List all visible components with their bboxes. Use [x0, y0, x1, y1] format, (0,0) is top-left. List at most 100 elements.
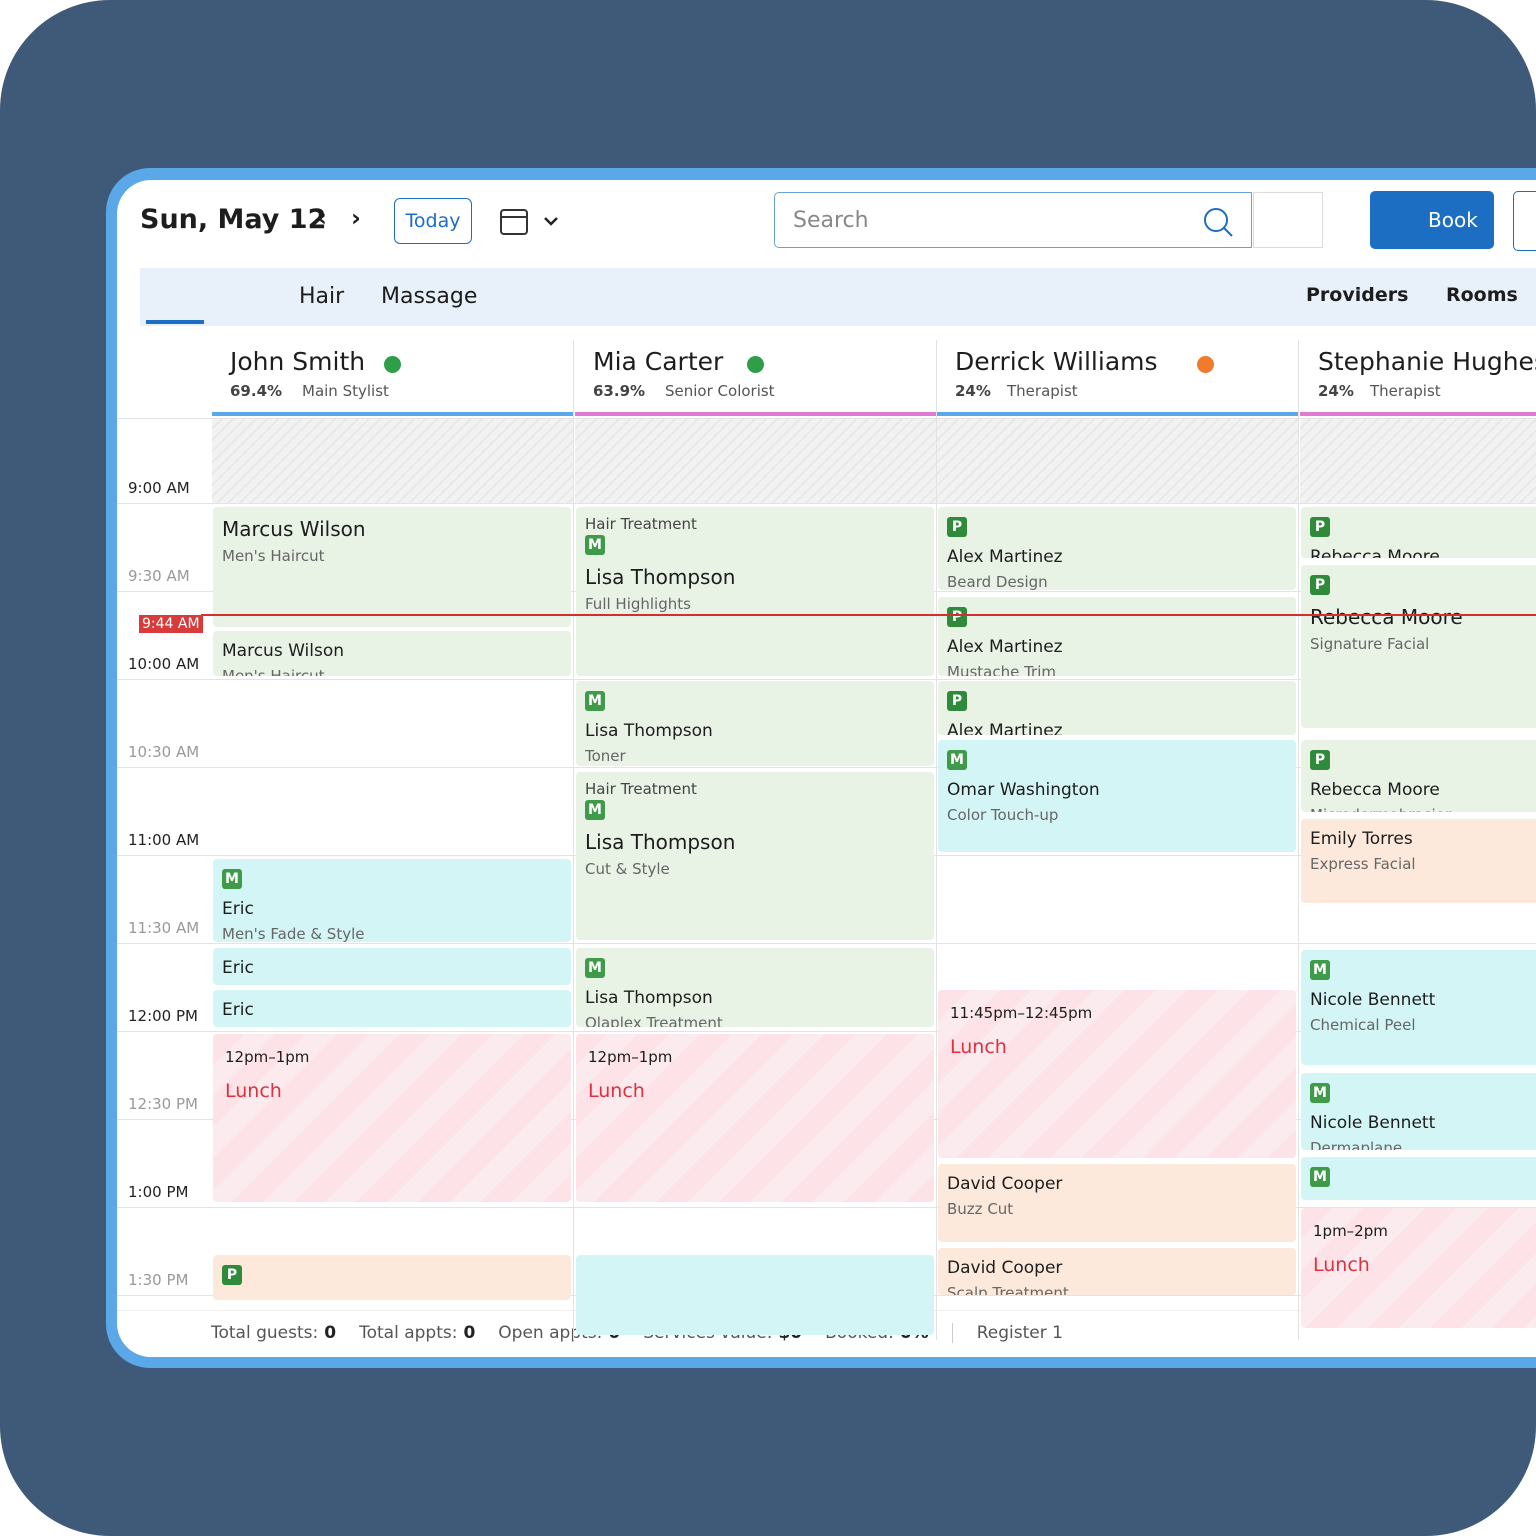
- more-button[interactable]: [1513, 191, 1536, 251]
- badge: M: [1310, 960, 1330, 980]
- time-label: 10:30 AM: [128, 743, 200, 761]
- provider-pct: 24%: [955, 382, 991, 400]
- filter-dropdown[interactable]: Providers: [1306, 284, 1409, 306]
- grid-line: [117, 418, 1536, 419]
- appointment[interactable]: M Omar Washington Color Touch-up: [938, 740, 1296, 852]
- grid-line: [117, 767, 1536, 768]
- appointment[interactable]: P: [213, 1255, 571, 1300]
- appointment[interactable]: Hair Treatment M Lisa Thompson Full Highlig…: [576, 507, 934, 676]
- tab-bar: [140, 268, 1536, 326]
- filter-dropdown[interactable]: Rooms: [1446, 284, 1518, 306]
- search-box[interactable]: Search: [774, 192, 1252, 248]
- column-divider: [1298, 340, 1299, 1340]
- appointment[interactable]: David Cooper Buzz Cut: [938, 1164, 1296, 1242]
- stat: Total appts: 0: [359, 1323, 475, 1343]
- client-name: Eric: [222, 1000, 254, 1020]
- service-name: Full Highlights: [585, 595, 691, 613]
- client-name: David Cooper: [947, 1258, 1063, 1278]
- grid-line: [117, 1031, 1536, 1032]
- provider-pct: 69.4%: [230, 382, 283, 400]
- service-name: Buzz Cut: [947, 1200, 1014, 1218]
- appointment[interactable]: M: [1301, 1157, 1536, 1200]
- client-name: Eric: [222, 899, 254, 919]
- appointment[interactable]: M Lisa Thompson Olaplex Treatment: [576, 948, 934, 1027]
- appointment[interactable]: P Rebecca Moore Signature Facial: [1301, 565, 1536, 728]
- grid-line: [117, 503, 1536, 504]
- unavailable: [1300, 419, 1536, 503]
- client-name: David Cooper: [947, 1174, 1063, 1194]
- badge: M: [585, 691, 605, 711]
- tab[interactable]: Hair: [299, 284, 345, 309]
- appointment[interactable]: Hair Treatment M Lisa Thompson Cut & Style: [576, 772, 934, 940]
- badge: P: [222, 1265, 242, 1285]
- badge: M: [585, 800, 605, 820]
- search-placeholder: Search: [793, 208, 869, 233]
- badge: M: [1310, 1167, 1330, 1187]
- column-underline: [212, 412, 573, 416]
- stat-value: 0: [324, 1323, 337, 1343]
- lunch-time: 12pm–1pm: [588, 1048, 673, 1066]
- app: Sun, May 12 ‹ › Today Search Book Total …: [117, 180, 1536, 1357]
- client-name: Alex Martinez: [947, 721, 1063, 735]
- service-name: Signature Facial: [1310, 635, 1430, 653]
- badge: P: [1310, 750, 1330, 770]
- stat: Total guests: 0: [211, 1323, 336, 1343]
- provider-name: Derrick Williams: [955, 347, 1158, 376]
- lunch-label: Lunch: [950, 1036, 1007, 1058]
- service-name: Chemical Peel: [1310, 1016, 1416, 1034]
- appointment[interactable]: [576, 1255, 934, 1335]
- badge: M: [585, 958, 605, 978]
- appointment[interactable]: P Rebecca Moore: [1301, 507, 1536, 558]
- appointment[interactable]: M Lisa Thompson Toner: [576, 681, 934, 766]
- appointment[interactable]: P Alex Martinez Mustache Trim: [938, 597, 1296, 676]
- appointment[interactable]: M Nicole Bennett Chemical Peel: [1301, 950, 1536, 1065]
- appointment[interactable]: Marcus Wilson Men's Haircut: [213, 507, 571, 627]
- stat-label: Total guests:: [211, 1323, 319, 1343]
- provider-name: Mia Carter: [593, 347, 724, 376]
- calendar-picker[interactable]: [499, 206, 565, 236]
- appointment[interactable]: Eric: [213, 948, 571, 985]
- book-button[interactable]: Book: [1370, 191, 1494, 249]
- client-name: Emily Torres: [1310, 829, 1413, 849]
- appointment[interactable]: Marcus Wilson Men's Haircut: [213, 631, 571, 676]
- lunch-time: 12pm–1pm: [225, 1048, 310, 1066]
- badge: M: [585, 535, 605, 555]
- time-label: 11:30 AM: [128, 919, 200, 937]
- prev-day[interactable]: ‹: [317, 204, 327, 232]
- time-label: 12:30 PM: [128, 1095, 198, 1113]
- lunch-label: Lunch: [225, 1080, 282, 1102]
- appointment[interactable]: M Nicole Bennett Dermaplane: [1301, 1073, 1536, 1150]
- grid-line: [117, 679, 1536, 680]
- appointment[interactable]: Eric: [213, 990, 571, 1027]
- provider-role: Main Stylist: [302, 382, 389, 400]
- today-button[interactable]: Today: [394, 198, 472, 244]
- provider-pct: 24%: [1318, 382, 1354, 400]
- status-dot: [1196, 356, 1214, 373]
- appointment[interactable]: M Eric Men's Fade & Style: [213, 859, 571, 942]
- client-name: Alex Martinez: [947, 637, 1063, 657]
- client-name: Lisa Thompson: [585, 988, 713, 1008]
- client-name: Eric: [222, 958, 254, 978]
- appointment[interactable]: P Rebecca Moore Microdermabrasion: [1301, 740, 1536, 812]
- column-underline: [575, 412, 936, 416]
- next-day[interactable]: ›: [351, 204, 361, 232]
- service-name: Scalp Treatment: [947, 1284, 1069, 1295]
- service-category: Hair Treatment: [585, 515, 697, 533]
- appointment[interactable]: P Alex Martinez: [938, 681, 1296, 735]
- appointment[interactable]: Emily Torres Express Facial: [1301, 819, 1536, 903]
- column-divider: [936, 340, 937, 1340]
- appointment[interactable]: P Alex Martinez Beard Design: [938, 507, 1296, 590]
- add-client[interactable]: [1253, 192, 1323, 248]
- search-icon[interactable]: [1202, 206, 1234, 238]
- provider-pct: 63.9%: [593, 382, 646, 400]
- service-name: Men's Fade & Style: [222, 925, 365, 942]
- appointment[interactable]: David Cooper Scalp Treatment: [938, 1248, 1296, 1295]
- tab[interactable]: Massage: [381, 284, 478, 309]
- column-divider: [573, 340, 574, 1340]
- badge: P: [1310, 517, 1330, 537]
- service-name: Beard Design: [947, 573, 1048, 590]
- service-name: Men's Haircut: [222, 667, 325, 676]
- provider-role: Therapist: [1370, 382, 1441, 400]
- provider-name: John Smith: [230, 347, 366, 376]
